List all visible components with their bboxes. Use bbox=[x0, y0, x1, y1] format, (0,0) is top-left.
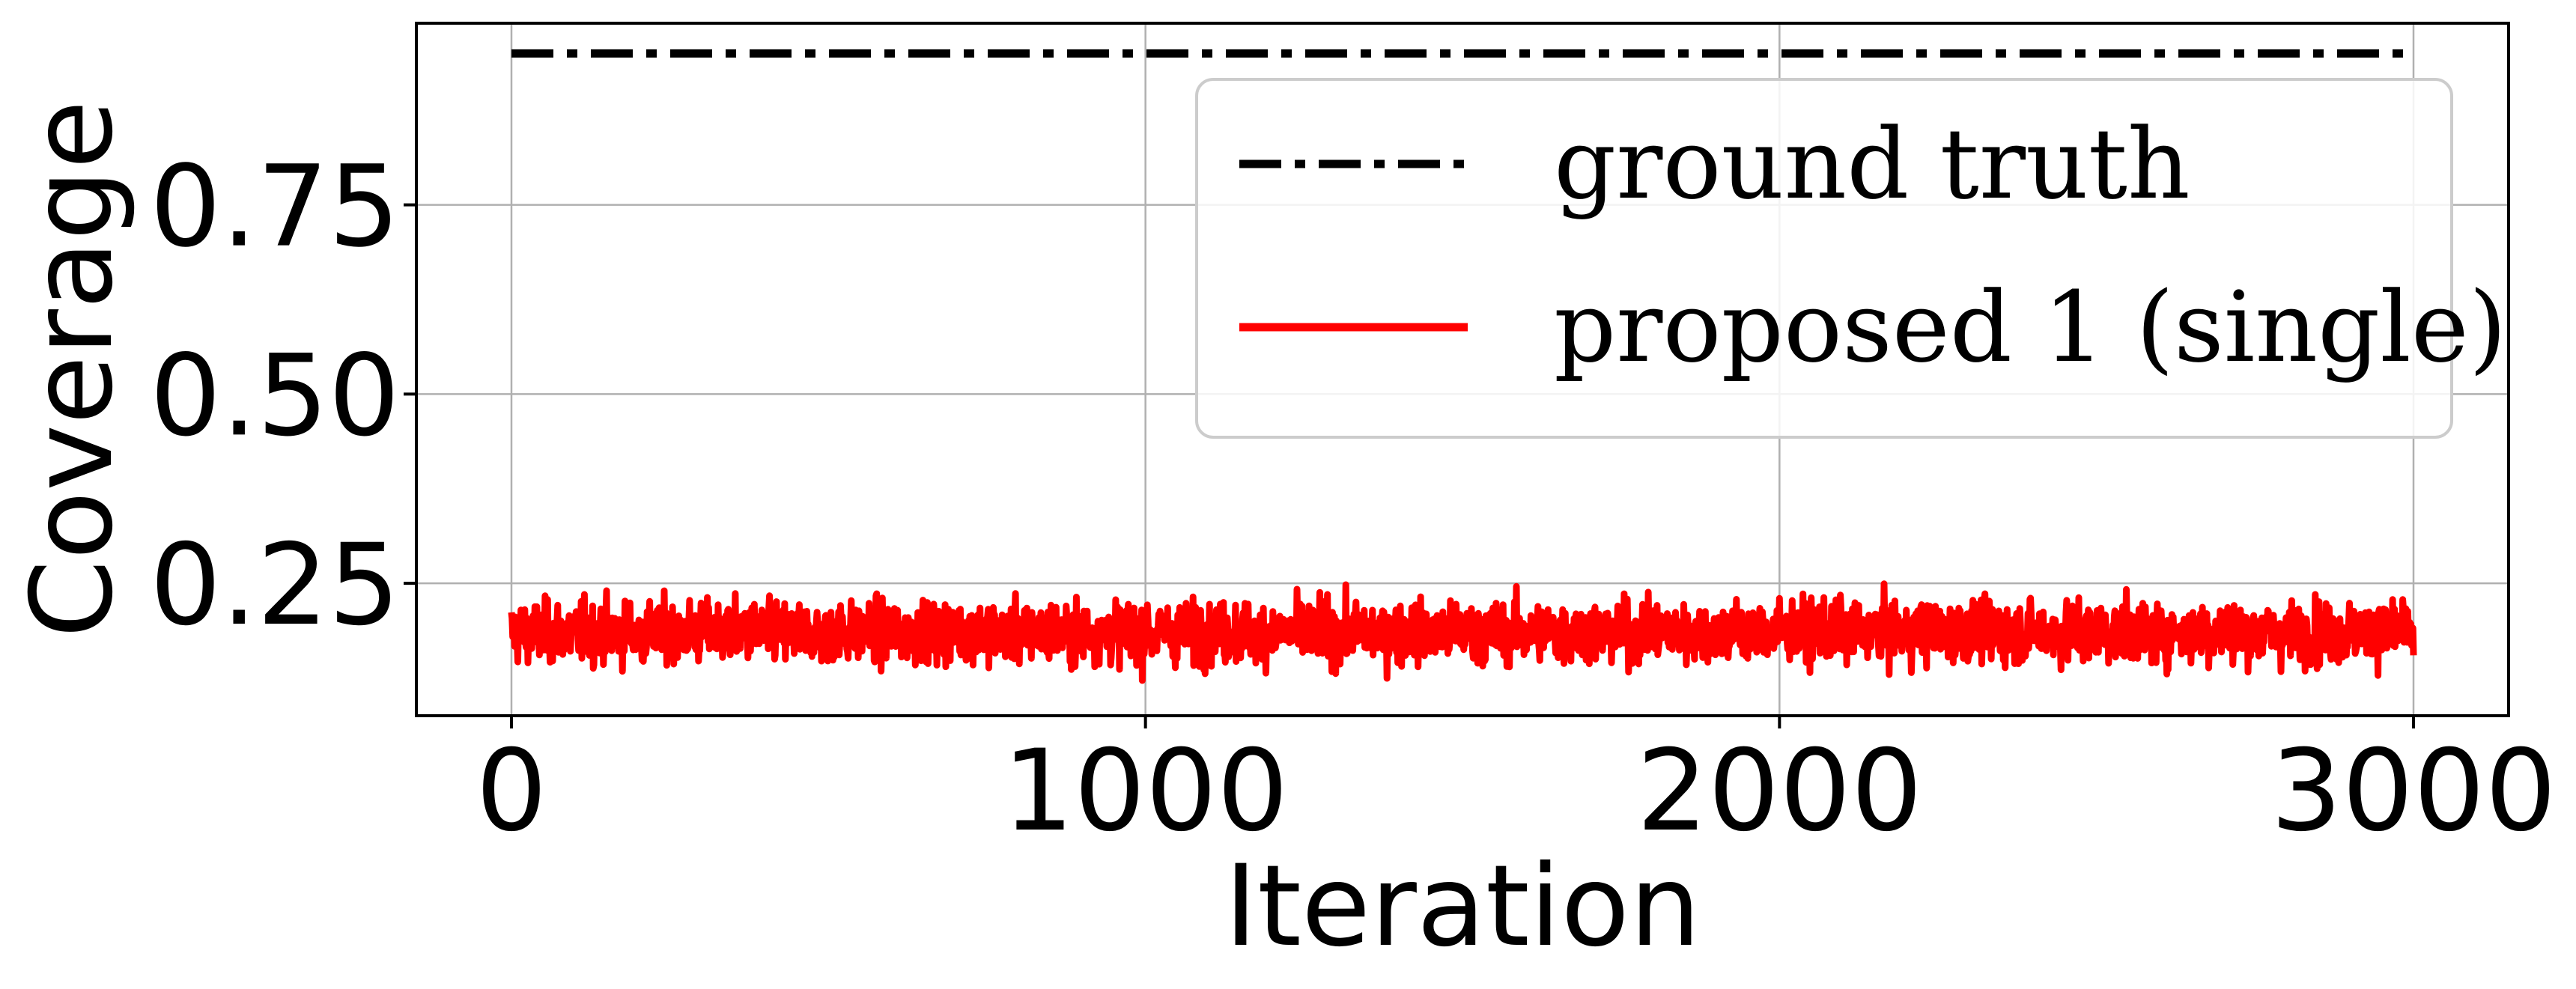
axis-ticks: 0 1000 2000 3000 0.25 0.50 0.75 bbox=[150, 142, 2557, 856]
y-tick-label: 0.50 bbox=[150, 331, 400, 461]
y-tick-label: 0.75 bbox=[150, 142, 400, 273]
plot-frame bbox=[415, 22, 2510, 717]
x-tick-label: 1000 bbox=[1003, 726, 1289, 856]
legend-label-ground-truth: ground truth bbox=[1554, 107, 2190, 221]
y-axis-label: Coverage bbox=[7, 100, 138, 639]
x-tick-label: 2000 bbox=[1636, 726, 1922, 856]
series-proposed-1-line bbox=[508, 580, 2417, 684]
series-layer bbox=[508, 49, 2417, 684]
x-axis-label: Iteration bbox=[1224, 842, 1701, 972]
y-tick-label: 0.25 bbox=[150, 520, 400, 651]
legend-box bbox=[1195, 78, 2453, 439]
legend-label-proposed-1: proposed 1 (single) bbox=[1554, 270, 2507, 384]
x-tick-label: 0 bbox=[476, 726, 547, 856]
x-tick-label: 3000 bbox=[2270, 726, 2557, 856]
legend: ground truth proposed 1 (single) bbox=[1195, 78, 2507, 439]
